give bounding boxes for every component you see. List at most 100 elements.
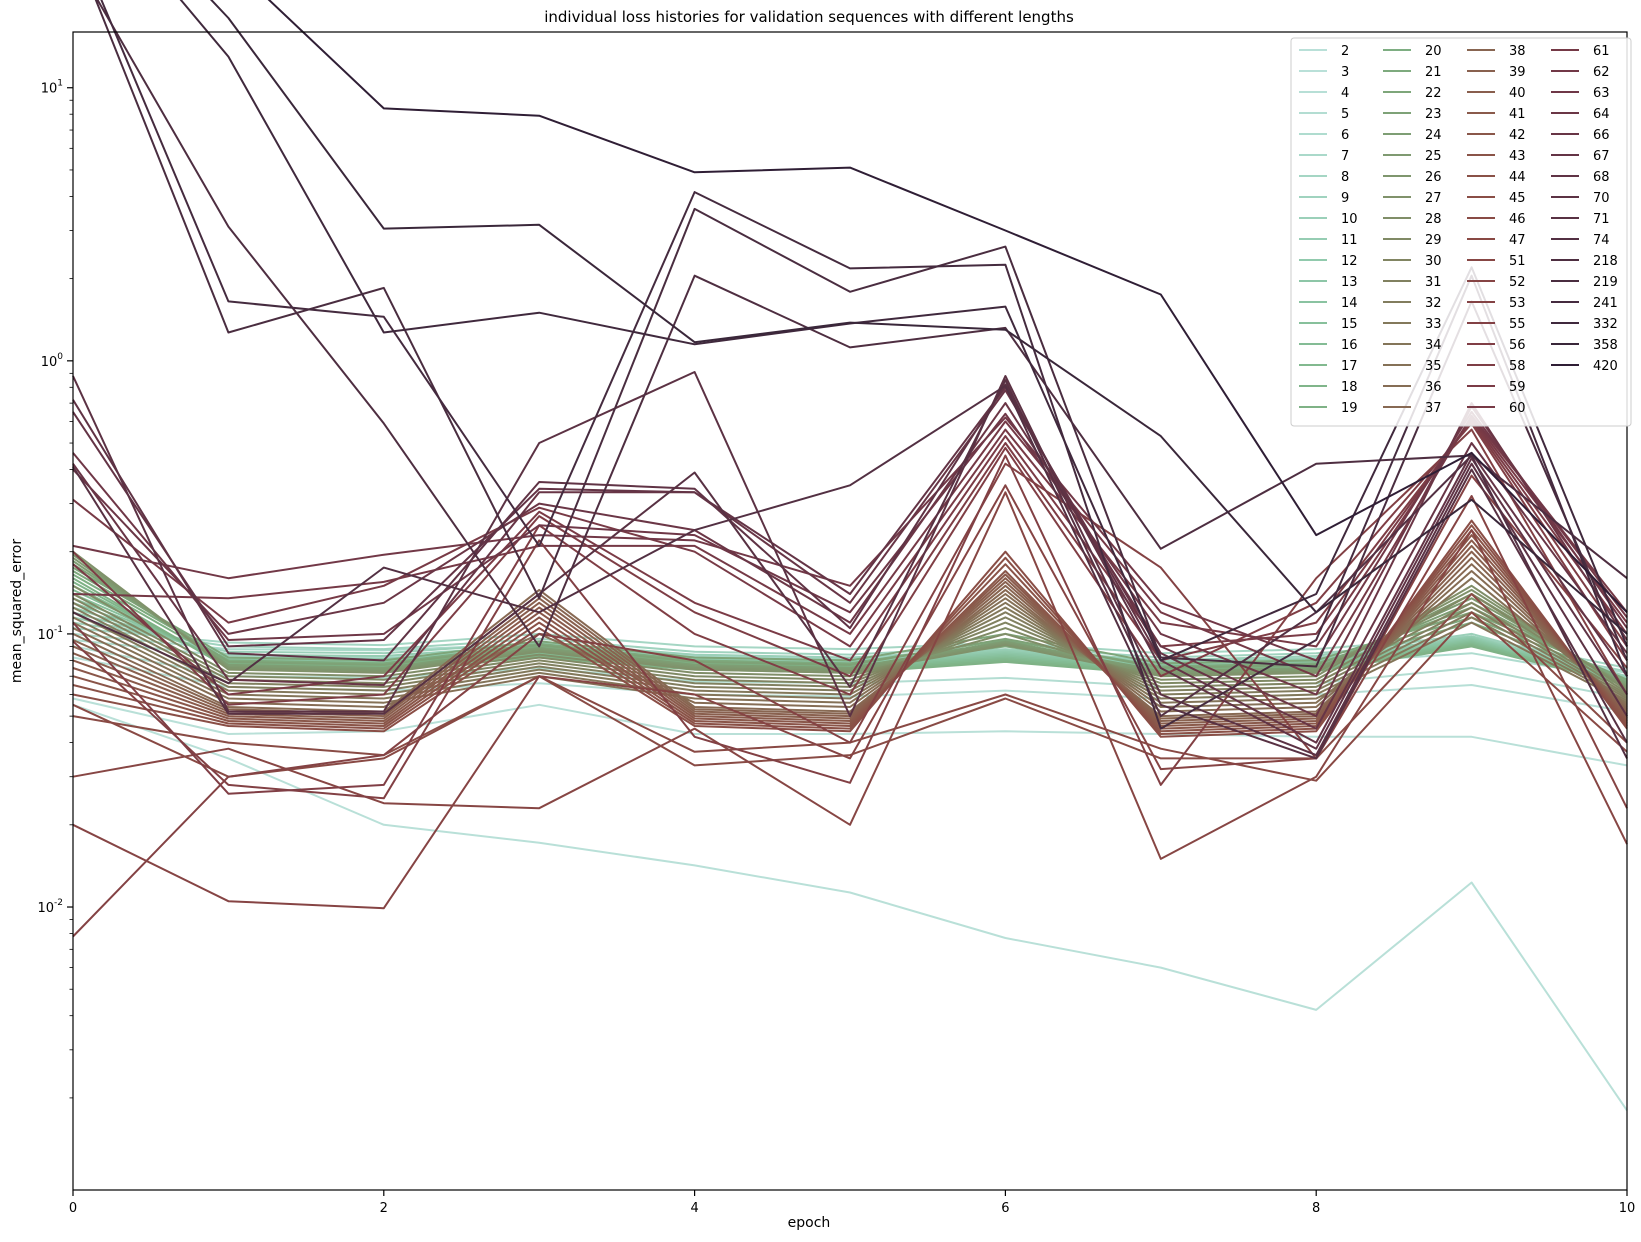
series-line-55 (72, 428, 1628, 800)
legend-label: 12 (1341, 254, 1358, 269)
y-axis-label: mean_squared_error (9, 539, 25, 683)
legend-label: 332 (1593, 317, 1618, 332)
legend-label: 53 (1509, 296, 1526, 311)
legend-label: 67 (1593, 149, 1610, 164)
series-line-66 (72, 389, 1628, 730)
legend-label: 23 (1425, 107, 1442, 122)
legend-label: 38 (1509, 44, 1526, 59)
series-line-51 (72, 491, 1628, 860)
legend-label: 35 (1425, 359, 1442, 374)
legend-label: 61 (1593, 44, 1610, 59)
legend-label: 40 (1509, 86, 1526, 101)
legend-label: 36 (1425, 380, 1442, 395)
legend-label: 31 (1425, 275, 1442, 290)
legend-label: 33 (1425, 317, 1442, 332)
legend-label: 218 (1593, 254, 1618, 269)
legend-label: 45 (1509, 191, 1526, 206)
legend-label: 46 (1509, 212, 1526, 227)
legend-label: 15 (1341, 317, 1358, 332)
legend-label: 30 (1425, 254, 1442, 269)
legend-label: 4 (1341, 86, 1349, 101)
legend-label: 16 (1341, 338, 1358, 353)
series-line-3 (72, 697, 1628, 767)
series-line-241 (100, 0, 1628, 730)
legend-label: 44 (1509, 170, 1526, 185)
legend-label: 63 (1593, 86, 1610, 101)
chart-title: individual loss histories for validation… (544, 8, 1074, 26)
series-lines (72, 0, 1628, 1111)
series-line-219 (94, 0, 1628, 668)
legend-label: 62 (1593, 65, 1610, 80)
series-line-61 (72, 414, 1628, 678)
x-tick-label: 4 (690, 1201, 698, 1216)
legend-label: 74 (1593, 233, 1610, 248)
series-line-60 (72, 416, 1628, 648)
legend-label: 3 (1341, 65, 1349, 80)
legend-label: 7 (1341, 149, 1349, 164)
series-line-46 (72, 593, 1628, 767)
y-tick-label: 101 (41, 79, 63, 97)
legend-label: 21 (1425, 65, 1442, 80)
legend-label: 41 (1509, 107, 1526, 122)
legend-label: 2 (1341, 44, 1349, 59)
series-line-420 (267, 0, 1628, 613)
legend-label: 43 (1509, 149, 1526, 164)
series-line-358 (210, 0, 1628, 635)
legend: 2345678910111213141516171819202122232425… (1290, 37, 1632, 427)
legend-label: 10 (1341, 212, 1358, 227)
legend-label: 219 (1593, 275, 1618, 290)
legend-label: 358 (1593, 338, 1618, 353)
legend-label: 42 (1509, 128, 1526, 143)
legend-label: 32 (1425, 296, 1442, 311)
legend-label: 24 (1425, 128, 1442, 143)
legend-label: 70 (1593, 191, 1610, 206)
legend-label: 68 (1593, 170, 1610, 185)
series-line-52 (72, 484, 1628, 910)
x-tick-label: 10 (1619, 1201, 1636, 1216)
series-line-58 (72, 420, 1628, 706)
legend-label: 28 (1425, 212, 1442, 227)
y-tick-label: 100 (41, 352, 64, 370)
x-tick-label: 0 (69, 1201, 77, 1216)
y-tick-label: 10-1 (37, 625, 63, 643)
legend-label: 8 (1341, 170, 1349, 185)
legend-label: 6 (1341, 128, 1349, 143)
legend-label: 29 (1425, 233, 1442, 248)
series-line-63 (72, 405, 1628, 696)
x-tick-label: 8 (1312, 1201, 1320, 1216)
series-line-2 (72, 703, 1628, 1111)
series-line-62 (72, 410, 1628, 662)
y-tick-label: 10-2 (37, 898, 63, 916)
legend-label: 14 (1341, 296, 1358, 311)
legend-label: 37 (1425, 401, 1442, 416)
legend-label: 25 (1425, 149, 1442, 164)
legend-label: 18 (1341, 380, 1358, 395)
series-line-218 (96, 0, 1628, 648)
legend-label: 56 (1509, 338, 1526, 353)
series-line-70 (72, 371, 1628, 757)
series-line-67 (72, 386, 1628, 744)
legend-label: 64 (1593, 107, 1610, 122)
legend-label: 26 (1425, 170, 1442, 185)
legend-label: 17 (1341, 359, 1358, 374)
legend-label: 5 (1341, 107, 1349, 122)
x-axis-label: epoch (788, 1215, 831, 1231)
legend-label: 19 (1341, 401, 1358, 416)
legend-label: 22 (1425, 86, 1442, 101)
legend-label: 58 (1509, 359, 1526, 374)
legend-label: 34 (1425, 338, 1442, 353)
legend-label: 66 (1593, 128, 1610, 143)
legend-label: 39 (1509, 65, 1526, 80)
legend-label: 52 (1509, 275, 1526, 290)
legend-label: 13 (1341, 275, 1358, 290)
legend-label: 241 (1593, 296, 1618, 311)
legend-label: 11 (1341, 233, 1358, 248)
series-line-74 (72, 384, 1628, 759)
legend-label: 59 (1509, 380, 1526, 395)
legend-box (1290, 37, 1632, 427)
legend-label: 9 (1341, 191, 1349, 206)
legend-label: 47 (1509, 233, 1526, 248)
